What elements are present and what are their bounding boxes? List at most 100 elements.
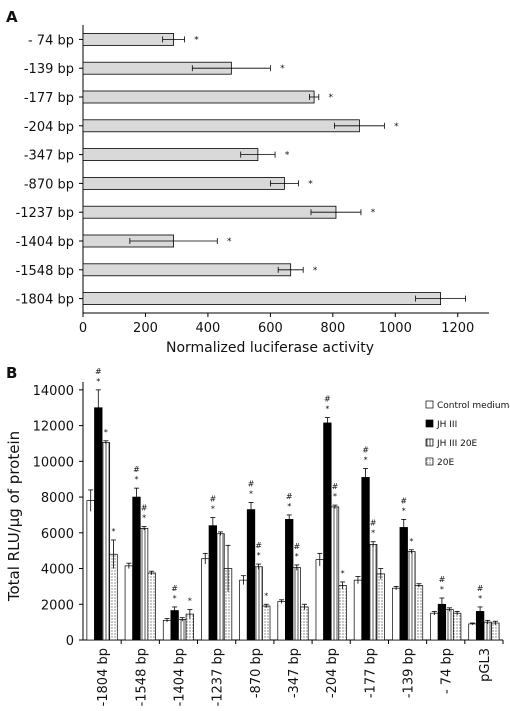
significance-hash: #: [370, 519, 377, 528]
bar: [82, 263, 292, 277]
panel-a-chart: - 74 bp * -139 bp * -177 bp * -204 bp * -347 bp *…: [16, 25, 489, 356]
significance-star: *: [104, 428, 108, 437]
bar: [170, 610, 179, 641]
y-tick-label: 6000: [41, 527, 74, 542]
x-tick-label: 600: [258, 321, 283, 336]
bar: [414, 585, 424, 641]
category-label: -139 bp: [24, 62, 74, 77]
significance-mark: *: [308, 179, 313, 189]
x-tick-label: 400: [196, 321, 221, 336]
significance-hash: #: [248, 479, 255, 488]
x-tick-label: 200: [133, 321, 158, 336]
legend-label: 20E: [437, 458, 454, 468]
bar: [82, 176, 285, 190]
significance-star: *: [402, 506, 406, 515]
y-tick-label: 12000: [33, 420, 74, 435]
significance-star: *: [111, 527, 115, 536]
legend-swatch: [425, 419, 434, 428]
bar: [216, 533, 225, 641]
bar: [101, 442, 111, 641]
category-label: -1404 bp: [16, 235, 74, 250]
significance-mark: *: [329, 93, 334, 103]
bar: [82, 148, 259, 162]
bar: [86, 500, 95, 641]
bar: [82, 119, 360, 133]
category-label: -204 bp: [325, 648, 340, 698]
bar: [353, 579, 363, 641]
bar: [82, 205, 337, 219]
panel-b-label: B: [6, 364, 17, 382]
bar: [285, 519, 294, 641]
significance-hash: #: [255, 541, 262, 550]
category-label: -1548 bp: [16, 264, 74, 279]
significance-hash: #: [293, 542, 300, 551]
category-label: - 74 bp: [440, 648, 455, 694]
significance-hash: #: [400, 496, 407, 505]
legend-label: JH III 20E: [436, 439, 478, 449]
legend-label: JH III: [436, 420, 457, 430]
legend-swatch: [425, 438, 434, 447]
bar: [300, 606, 309, 641]
bar: [315, 559, 324, 641]
bar: [208, 525, 217, 641]
category-label: -347 bp: [287, 648, 302, 698]
x-tick-label: 1200: [441, 321, 474, 336]
bar: [201, 558, 210, 641]
significance-hash: #: [324, 395, 331, 404]
bar: [262, 605, 271, 641]
bar: [82, 90, 315, 104]
bar: [361, 477, 370, 641]
significance-star: *: [478, 594, 482, 603]
significance-hash: #: [141, 504, 148, 513]
category-label: -139 bp: [402, 648, 417, 698]
bar: [468, 623, 477, 641]
x-tick-label: 1000: [379, 321, 412, 336]
bar: [82, 33, 174, 46]
legend-swatch: [425, 457, 434, 466]
category-label: -1804 bp: [96, 648, 111, 706]
significance-star: *: [96, 377, 100, 386]
bar: [94, 407, 103, 641]
significance-star: *: [364, 455, 368, 464]
significance-mark: *: [194, 35, 199, 45]
x-tick-label: 0: [79, 321, 87, 336]
significance-star: *: [333, 492, 337, 501]
legend-label: Control medium: [437, 401, 509, 411]
significance-star: *: [341, 569, 345, 578]
category-label: -1237 bp: [211, 648, 226, 706]
category-label: -1237 bp: [16, 206, 74, 221]
bar: [139, 527, 149, 641]
bar: [132, 496, 141, 641]
significance-hash: #: [286, 492, 293, 501]
bar: [323, 422, 332, 641]
category-label: -870 bp: [24, 177, 74, 192]
significance-hash: #: [209, 495, 216, 504]
category-label: -347 bp: [24, 149, 74, 164]
y-tick-label: 0: [66, 634, 74, 649]
legend-swatch: [425, 400, 434, 409]
significance-hash: #: [95, 367, 102, 376]
x-axis-title: Normalized luciferase activity: [166, 340, 374, 356]
bar: [430, 612, 439, 641]
bar: [162, 619, 172, 641]
category-label: -1548 bp: [134, 648, 149, 706]
significance-mark: *: [280, 64, 285, 74]
bar: [338, 585, 347, 641]
significance-star: *: [440, 585, 444, 594]
bar: [445, 609, 454, 641]
significance-hash: #: [332, 482, 339, 491]
category-label: pGL3: [478, 648, 493, 682]
significance-mark: *: [227, 237, 232, 247]
significance-hash: #: [439, 575, 446, 584]
significance-star: *: [257, 551, 261, 560]
significance-star: *: [264, 591, 268, 600]
significance-star: *: [325, 405, 329, 414]
category-label: -204 bp: [24, 120, 74, 135]
y-tick-label: 14000: [33, 384, 74, 399]
bar: [391, 587, 401, 641]
significance-star: *: [371, 529, 375, 538]
bar: [452, 612, 462, 641]
bar: [483, 621, 492, 641]
bar: [239, 579, 248, 641]
